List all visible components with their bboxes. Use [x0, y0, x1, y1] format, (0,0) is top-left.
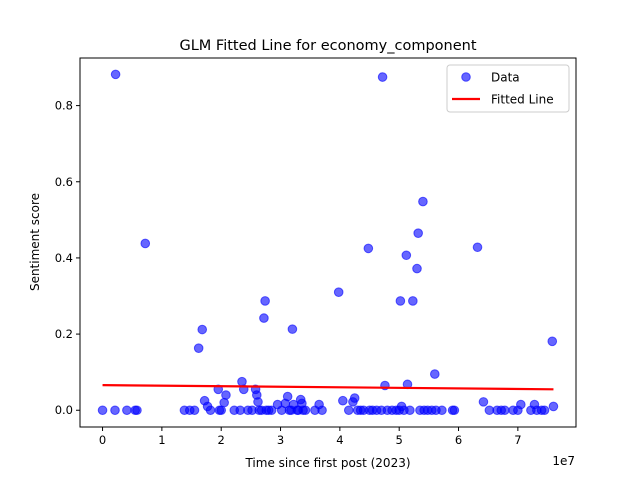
- data-point: [253, 397, 263, 407]
- data-point: [300, 405, 311, 416]
- data-point: [189, 405, 200, 416]
- data-point: [343, 405, 354, 416]
- legend-marker-data: [461, 72, 471, 82]
- data-point: [413, 228, 423, 238]
- data-point: [259, 313, 269, 323]
- x-tick-label: 7: [514, 433, 521, 447]
- y-tick-label: 0.0: [55, 403, 73, 417]
- data-point: [449, 405, 460, 416]
- data-point: [110, 69, 121, 80]
- axes-frame: [79, 57, 577, 428]
- data-point: [363, 243, 374, 254]
- data-point: [408, 296, 418, 306]
- data-point: [472, 242, 483, 253]
- data-point: [260, 296, 270, 306]
- legend: Data Fitted Line: [446, 64, 570, 113]
- y-tick-label: 0.4: [55, 251, 73, 265]
- plot-area: 0 1 2 3 4 5 6 7 0.0 0.2 0.4 0.6 0.8: [55, 57, 577, 447]
- x-tick-label: 5: [396, 433, 403, 447]
- y-axis-ticks: 0.0 0.2 0.4 0.6 0.8: [55, 99, 80, 417]
- y-axis-label: Sentiment score: [28, 193, 42, 291]
- data-point: [122, 405, 132, 416]
- data-point: [500, 405, 510, 416]
- data-point: [478, 397, 489, 407]
- data-point: [333, 287, 344, 297]
- data-point: [437, 405, 447, 416]
- fitted-line-group: [102, 384, 554, 391]
- x-axis-label: Time since first post (2023): [244, 456, 410, 470]
- data-point: [193, 343, 204, 353]
- data-point: [401, 250, 412, 261]
- data-point: [516, 399, 526, 410]
- data-point: [349, 393, 360, 403]
- data-point: [266, 405, 277, 416]
- legend-label: Data: [491, 71, 520, 85]
- x-tick-label: 2: [218, 433, 225, 447]
- data-point: [548, 401, 559, 412]
- data-point: [282, 391, 293, 402]
- x-tick-label: 6: [455, 433, 462, 447]
- scatter-points: [97, 69, 559, 416]
- y-tick-label: 0.2: [55, 327, 73, 341]
- data-point: [221, 390, 231, 400]
- data-point: [140, 238, 151, 249]
- data-point: [317, 405, 327, 416]
- data-point: [205, 405, 216, 416]
- legend-label: Fitted Line: [491, 93, 554, 107]
- data-point: [97, 405, 108, 416]
- x-tick-label: 3: [277, 433, 284, 447]
- data-point: [132, 405, 142, 416]
- fitted-line: [102, 384, 554, 391]
- data-point: [338, 395, 348, 406]
- x-tick-label: 4: [336, 433, 343, 447]
- data-point: [418, 196, 428, 207]
- y-tick-label: 0.6: [55, 175, 73, 189]
- data-point: [412, 263, 422, 274]
- data-point: [110, 405, 120, 416]
- x-tick-label: 1: [158, 433, 165, 447]
- legend-box: [446, 64, 570, 113]
- data-point: [405, 405, 415, 416]
- data-point: [547, 336, 558, 347]
- chart-title: GLM Fitted Line for economy_component: [179, 38, 476, 54]
- x-axis-offset-label: 1e7: [552, 454, 575, 468]
- data-point: [395, 296, 406, 306]
- x-tick-label: 0: [99, 433, 106, 447]
- data-point: [429, 369, 440, 379]
- data-point: [377, 72, 388, 82]
- data-point: [197, 324, 208, 335]
- y-tick-label: 0.8: [55, 99, 73, 113]
- x-axis-ticks: 0 1 2 3 4 5 6 7: [99, 427, 522, 447]
- data-point: [287, 324, 298, 334]
- data-point: [539, 405, 550, 416]
